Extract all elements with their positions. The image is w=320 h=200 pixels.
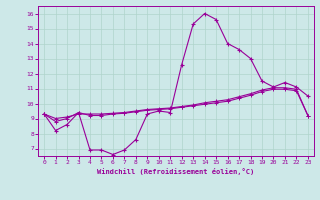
X-axis label: Windchill (Refroidissement éolien,°C): Windchill (Refroidissement éolien,°C) xyxy=(97,168,255,175)
